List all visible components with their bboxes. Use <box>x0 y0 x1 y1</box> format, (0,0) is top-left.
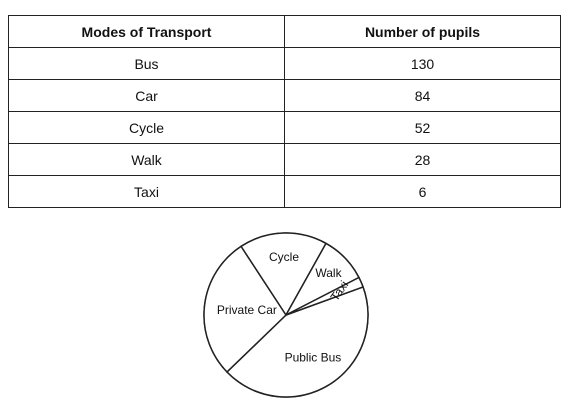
table-row: Walk 28 <box>8 143 561 176</box>
column-header-count: Number of pupils <box>284 15 561 48</box>
pie-label-walk: Walk <box>315 266 342 280</box>
pie-slice-cycle <box>240 232 328 317</box>
pie-slice-taxi <box>285 276 365 316</box>
table-row: Bus 130 <box>8 47 561 80</box>
table-row: Cycle 52 <box>8 111 561 144</box>
table-cell-count: 6 <box>284 175 561 208</box>
transport-table: Modes of Transport Number of pupils Bus … <box>8 15 561 208</box>
pie-slice-public-bus <box>225 285 369 398</box>
table-cell-count: 130 <box>284 47 561 80</box>
table-cell-mode: Car <box>8 79 285 112</box>
table-cell-mode: Bus <box>8 47 285 80</box>
table-cell-count: 28 <box>284 143 561 176</box>
table-row: Car 84 <box>8 79 561 112</box>
table-cell-count: 52 <box>284 111 561 144</box>
table-cell-mode: Taxi <box>8 175 285 208</box>
column-header-mode: Modes of Transport <box>8 15 285 48</box>
table-cell-mode: Walk <box>8 143 285 176</box>
pie-slice-private-car <box>203 245 287 374</box>
table-row: Taxi 6 <box>8 175 561 208</box>
pie-label-private-car: Private Car <box>217 303 277 317</box>
table-cell-count: 84 <box>284 79 561 112</box>
pie-label-cycle: Cycle <box>269 250 299 264</box>
pie-label-public-bus: Public Bus <box>285 350 342 364</box>
table-cell-mode: Cycle <box>8 111 285 144</box>
table-header-row: Modes of Transport Number of pupils <box>8 15 561 48</box>
